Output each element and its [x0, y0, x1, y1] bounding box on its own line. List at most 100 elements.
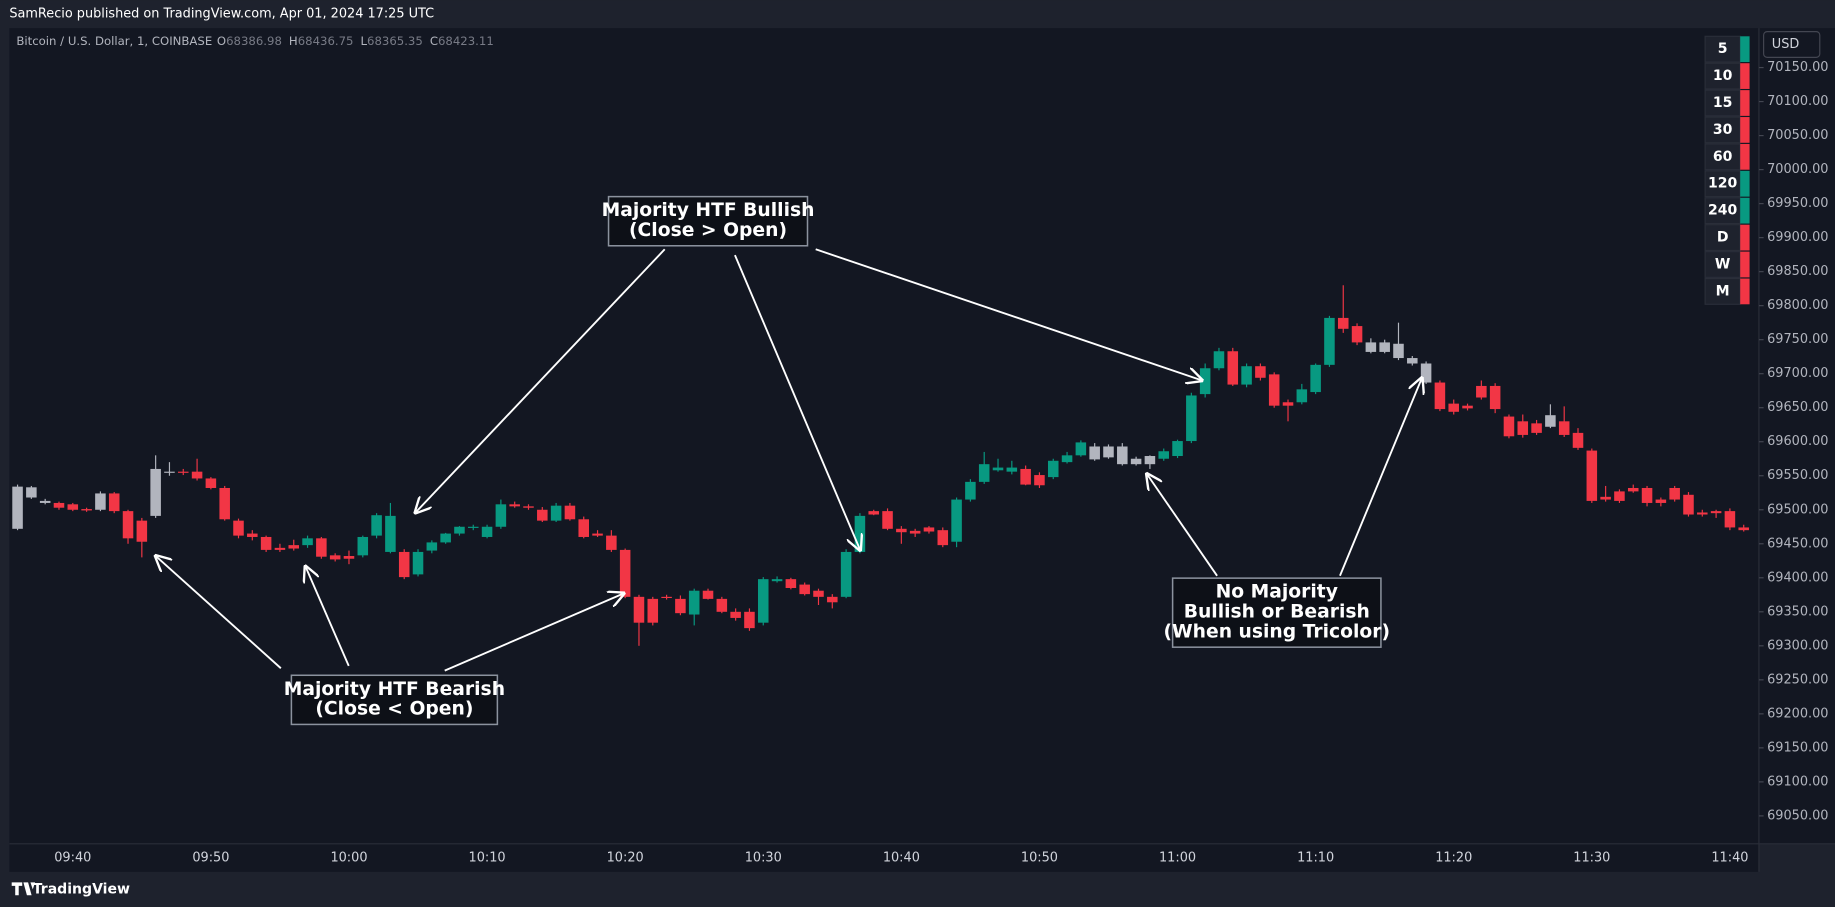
- candle-body: [1641, 487, 1653, 503]
- annotation-text: No Majority: [1216, 582, 1338, 603]
- candle-body: [716, 598, 728, 612]
- candle-body: [233, 520, 244, 536]
- htf-color: [1740, 63, 1750, 89]
- candle-body: [164, 471, 175, 473]
- y-tick-label: 69800.00: [1767, 298, 1828, 313]
- candle-body: [1503, 416, 1515, 437]
- candle-body: [1724, 511, 1736, 528]
- candle-body: [136, 520, 148, 542]
- candle-body: [1089, 446, 1100, 460]
- ohlc-label: H: [289, 33, 298, 47]
- candle-body: [81, 509, 92, 511]
- arrow: [305, 566, 350, 667]
- x-tick-label: 10:30: [745, 850, 782, 865]
- candle-body: [1158, 451, 1169, 459]
- htf-color: [1740, 278, 1750, 305]
- htf-cell: [1704, 89, 1741, 117]
- symbol: Bitcoin / U.S. Dollar, 1, COINBASE: [16, 33, 212, 47]
- candle-body: [426, 542, 438, 551]
- candle-body: [1172, 441, 1183, 457]
- y-tick-label: 70000.00: [1767, 162, 1828, 177]
- x-tick-label: 11:40: [1711, 850, 1748, 865]
- candle-body: [1379, 342, 1390, 352]
- candle-body: [661, 596, 672, 599]
- candle-body: [1324, 317, 1335, 365]
- candle-body: [12, 486, 23, 529]
- candle-body: [606, 535, 617, 550]
- candle-body: [1268, 374, 1280, 406]
- candle-body: [398, 551, 410, 578]
- candle-body: [1020, 468, 1031, 485]
- candle-body: [1462, 405, 1473, 409]
- candle-body: [1351, 326, 1363, 343]
- ohlc-label: C: [430, 33, 438, 47]
- candle-body: [1282, 402, 1294, 406]
- candle-body: [1655, 499, 1667, 503]
- candle-body: [564, 505, 576, 520]
- ohlc-label: O: [217, 33, 226, 47]
- candle-body: [302, 538, 313, 546]
- candle-body: [467, 526, 479, 528]
- htf-color: [1740, 197, 1750, 224]
- ohlc-label: L: [361, 33, 368, 47]
- candle-body: [785, 579, 797, 588]
- htf-label: 240: [1708, 203, 1738, 219]
- candle-body: [688, 590, 700, 615]
- candle-body: [1130, 458, 1142, 465]
- currency: USD: [1772, 37, 1800, 52]
- candle-body: [730, 611, 741, 618]
- x-tick-label: 11:30: [1573, 850, 1610, 865]
- candle-body: [965, 481, 976, 500]
- candle-body: [1517, 421, 1529, 435]
- candle-body: [150, 468, 161, 516]
- y-tick-label: 69950.00: [1767, 196, 1828, 211]
- candle-body: [260, 536, 272, 550]
- ohlc-value: 68423.11: [438, 33, 494, 47]
- candle-body: [1600, 496, 1611, 500]
- candle-body: [1061, 455, 1073, 463]
- candle-body: [978, 464, 990, 482]
- candle-body: [1558, 421, 1570, 435]
- candle-body: [440, 533, 451, 543]
- htf-cell: [1704, 224, 1741, 252]
- logo: [11, 882, 36, 896]
- candle-body: [1241, 366, 1252, 385]
- annotation-text: Bullish or Bearish: [1184, 602, 1370, 623]
- candle-body: [1710, 511, 1722, 514]
- time-axis: [9, 843, 1759, 872]
- ohlc-value: 68365.35: [367, 33, 423, 47]
- y-tick-label: 69200.00: [1767, 706, 1828, 721]
- candle-body: [937, 530, 949, 546]
- y-tick-label: 69900.00: [1767, 230, 1828, 245]
- ohlc-value: 68436.75: [298, 33, 354, 47]
- htf-label: 120: [1708, 176, 1738, 192]
- candle-body: [840, 551, 852, 597]
- candle-body: [813, 590, 824, 597]
- y-tick-label: 69100.00: [1767, 774, 1828, 789]
- y-tick-label: 69750.00: [1767, 332, 1828, 347]
- htf-color: [1740, 143, 1750, 170]
- candle-body: [1586, 450, 1598, 501]
- annotation-box: [290, 674, 499, 726]
- symbol-legend: Bitcoin / U.S. Dollar, 1, COINBASE O68386…: [16, 33, 493, 47]
- y-tick-label: 69650.00: [1767, 400, 1828, 415]
- x-tick-label: 10:50: [1021, 850, 1058, 865]
- candle-body: [26, 487, 37, 498]
- htf-label: 5: [1718, 41, 1728, 57]
- candle-body: [771, 579, 783, 582]
- htf-color: [1740, 251, 1750, 278]
- candle-body: [923, 527, 935, 532]
- candle-body: [343, 556, 355, 559]
- htf-color: [1740, 36, 1750, 63]
- candle-body: [177, 471, 189, 473]
- htf-cell: [1704, 143, 1741, 171]
- candle-body: [357, 536, 369, 556]
- htf-label: W: [1715, 256, 1731, 272]
- brand: TradingView: [33, 881, 130, 897]
- htf-cell: [1704, 35, 1741, 63]
- x-tick-label: 10:10: [469, 850, 506, 865]
- y-tick-label: 69050.00: [1767, 808, 1828, 823]
- candle-body: [1296, 389, 1308, 403]
- candle-body: [1545, 415, 1556, 427]
